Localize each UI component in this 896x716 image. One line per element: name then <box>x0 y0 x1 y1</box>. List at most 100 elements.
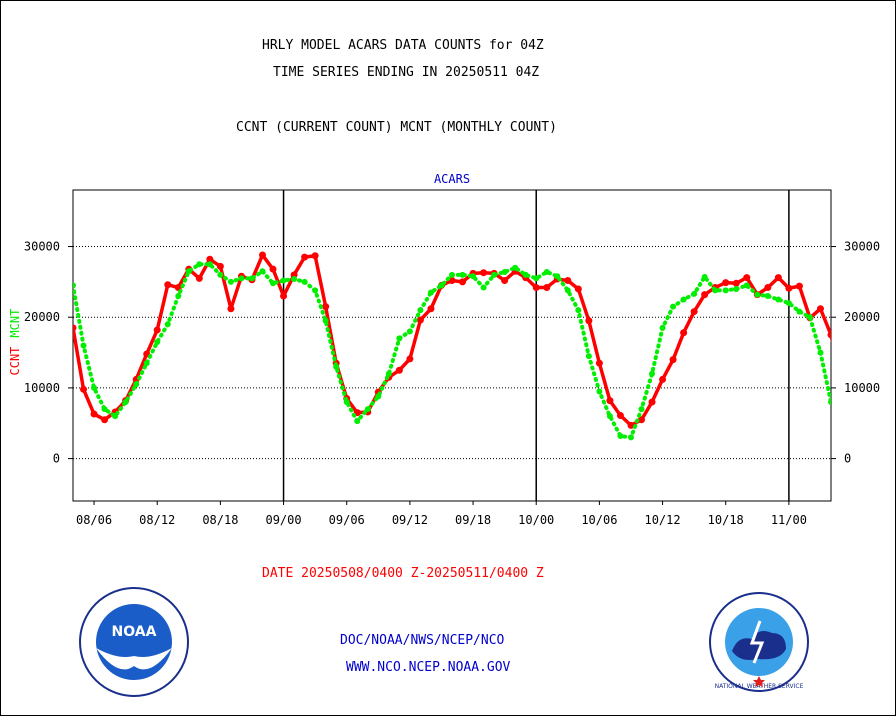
data-point <box>701 291 709 299</box>
data-point <box>91 384 98 391</box>
data-point <box>427 289 434 296</box>
data-point <box>649 370 656 377</box>
noaa-logo-text: NOAA <box>112 624 157 640</box>
data-point <box>722 287 729 294</box>
data-point <box>627 421 635 429</box>
data-point <box>638 406 645 413</box>
data-point <box>795 282 803 290</box>
data-point <box>216 262 224 270</box>
data-point <box>606 397 614 405</box>
data-point <box>785 284 793 292</box>
data-point <box>512 264 519 271</box>
data-point <box>416 316 424 324</box>
nco-website-link[interactable]: WWW.NCO.NCEP.NOAA.GOV <box>346 660 511 675</box>
data-point <box>733 285 740 292</box>
data-point <box>754 291 761 298</box>
data-point <box>564 276 572 284</box>
data-point <box>543 284 551 292</box>
data-point <box>732 279 740 287</box>
data-point <box>596 388 603 395</box>
data-point <box>543 268 550 275</box>
data-point <box>364 406 371 413</box>
data-point <box>659 375 667 383</box>
data-point <box>501 276 509 284</box>
data-point <box>122 399 129 406</box>
data-point <box>532 284 540 292</box>
y-tick-label-left: 0 <box>53 452 60 466</box>
x-tick-label: 09/12 <box>392 513 428 527</box>
data-point <box>564 287 571 294</box>
data-point <box>764 293 771 300</box>
data-point <box>491 271 498 278</box>
data-point <box>133 381 140 388</box>
data-point <box>227 278 234 285</box>
data-point <box>480 269 488 277</box>
data-point <box>73 282 76 289</box>
data-point <box>280 277 287 284</box>
data-point <box>248 275 255 282</box>
x-tick-label: 09/00 <box>265 513 301 527</box>
data-point <box>385 370 392 377</box>
data-point <box>575 307 582 314</box>
data-point <box>217 271 224 278</box>
x-tick-label: 11/00 <box>771 513 807 527</box>
data-point <box>269 265 277 273</box>
data-point <box>480 284 487 291</box>
y-tick-label-left: 20000 <box>24 310 60 324</box>
data-point <box>154 338 161 345</box>
data-point <box>164 321 171 328</box>
data-point <box>691 290 698 297</box>
data-point <box>153 326 161 334</box>
data-point <box>406 355 414 363</box>
data-point <box>259 251 266 259</box>
series-mcnt <box>73 261 831 441</box>
data-point <box>701 273 708 280</box>
data-point <box>301 278 308 285</box>
panel-label: ACARS <box>434 172 470 186</box>
data-point <box>73 324 77 332</box>
data-point <box>606 413 613 420</box>
data-point <box>449 271 455 278</box>
data-point <box>322 317 329 324</box>
data-point <box>185 268 192 275</box>
nws-logo-icon[interactable]: NATIONAL WEATHER SERVICE <box>708 591 810 693</box>
data-point <box>427 305 435 313</box>
nws-ring-text: NATIONAL WEATHER SERVICE <box>715 683 804 690</box>
plot-area <box>72 189 832 502</box>
data-point <box>459 271 466 278</box>
data-point <box>806 314 813 321</box>
data-point <box>175 293 182 300</box>
x-tick-label: 10/00 <box>518 513 554 527</box>
data-point <box>554 273 561 280</box>
data-point <box>143 360 150 367</box>
y-axis-label: CCNT MCNT <box>8 309 22 376</box>
data-point <box>595 359 603 367</box>
data-point <box>785 300 792 307</box>
y-axis-label-part: MCNT <box>8 309 22 338</box>
data-point <box>438 282 445 289</box>
data-point <box>690 308 698 316</box>
noaa-logo-icon[interactable]: NOAA <box>78 586 190 698</box>
data-point <box>585 317 593 325</box>
x-tick-label: 09/18 <box>455 513 491 527</box>
data-point <box>375 393 382 400</box>
date-range-label: DATE 20250508/0400 Z-20250511/0400 Z <box>262 566 544 581</box>
data-point <box>333 363 340 370</box>
data-point <box>206 255 214 263</box>
data-point <box>816 305 824 313</box>
data-point <box>270 280 277 287</box>
data-point <box>354 418 361 425</box>
data-point <box>459 278 467 286</box>
y-tick-label-right: 20000 <box>844 310 880 324</box>
data-point <box>764 284 772 292</box>
data-point <box>680 296 687 303</box>
data-point <box>627 434 634 441</box>
data-point <box>501 268 508 275</box>
data-point <box>195 274 203 282</box>
data-point <box>406 328 413 335</box>
doc-link[interactable]: DOC/NOAA/NWS/NCEP/NCO <box>340 633 505 648</box>
data-point <box>196 261 203 268</box>
data-point <box>311 252 319 260</box>
data-point <box>796 308 803 315</box>
